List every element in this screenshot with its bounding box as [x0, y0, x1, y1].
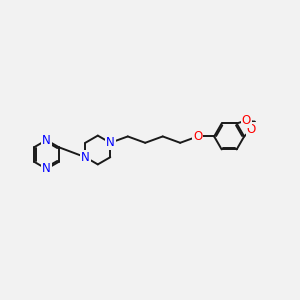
Text: O: O — [193, 130, 202, 143]
Text: N: N — [42, 134, 51, 147]
Text: N: N — [42, 162, 51, 176]
Text: O: O — [242, 114, 251, 127]
Text: N: N — [81, 151, 90, 164]
Text: O: O — [247, 123, 256, 136]
Text: N: N — [106, 136, 115, 149]
